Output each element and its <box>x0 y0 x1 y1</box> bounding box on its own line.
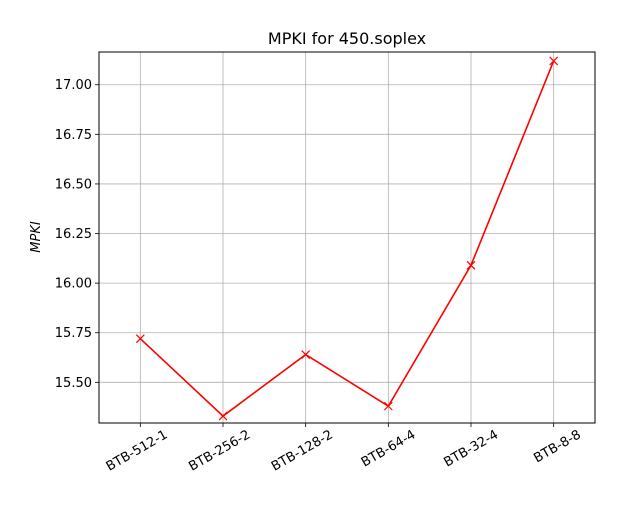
data-point-marker <box>301 350 311 359</box>
y-tick-label: 17.00 <box>55 78 92 93</box>
x-tick-label: BTB-512-1 <box>104 427 171 474</box>
chart-title: MPKI for 450.soplex <box>268 29 426 48</box>
data-point-marker <box>218 411 228 421</box>
marker-stroke <box>466 260 476 270</box>
y-tick-label: 15.75 <box>55 326 92 341</box>
data-point-marker <box>466 260 476 270</box>
x-tick-label: BTB-256-2 <box>186 427 253 474</box>
marker-stroke <box>549 56 559 66</box>
data-point-marker <box>549 56 559 66</box>
y-tick-label: 16.00 <box>55 277 92 292</box>
x-tick-label: BTB-8-8 <box>531 427 583 466</box>
plot-area-frame <box>98 51 596 424</box>
y-tick-label: 16.25 <box>55 227 92 242</box>
series-line <box>139 60 555 418</box>
y-tick-label: 15.50 <box>55 376 92 391</box>
x-axis: BTB-512-1 BTB-256-2 BTB-128-2 BTB-64-4 BTB-3… <box>104 423 584 475</box>
marker-stroke <box>135 334 145 344</box>
marker-stroke <box>301 350 311 359</box>
x-tick-label: BTB-64-4 <box>359 427 418 470</box>
grid-lines <box>99 52 595 423</box>
series-layer <box>135 56 559 421</box>
data-point-marker <box>383 401 393 411</box>
y-axis-label: MPKI <box>29 221 44 253</box>
y-tick-label: 16.75 <box>55 128 92 143</box>
y-tick-label: 16.50 <box>55 177 92 192</box>
x-tick-label: BTB-128-2 <box>269 427 336 474</box>
marker-stroke <box>383 401 393 411</box>
y-axis: 15.50 15.75 16.00 16.25 16.50 16.75 17.00 <box>55 78 99 391</box>
x-tick-label: BTB-32-4 <box>442 427 501 470</box>
marker-stroke <box>218 411 228 421</box>
data-point-marker <box>135 334 145 344</box>
